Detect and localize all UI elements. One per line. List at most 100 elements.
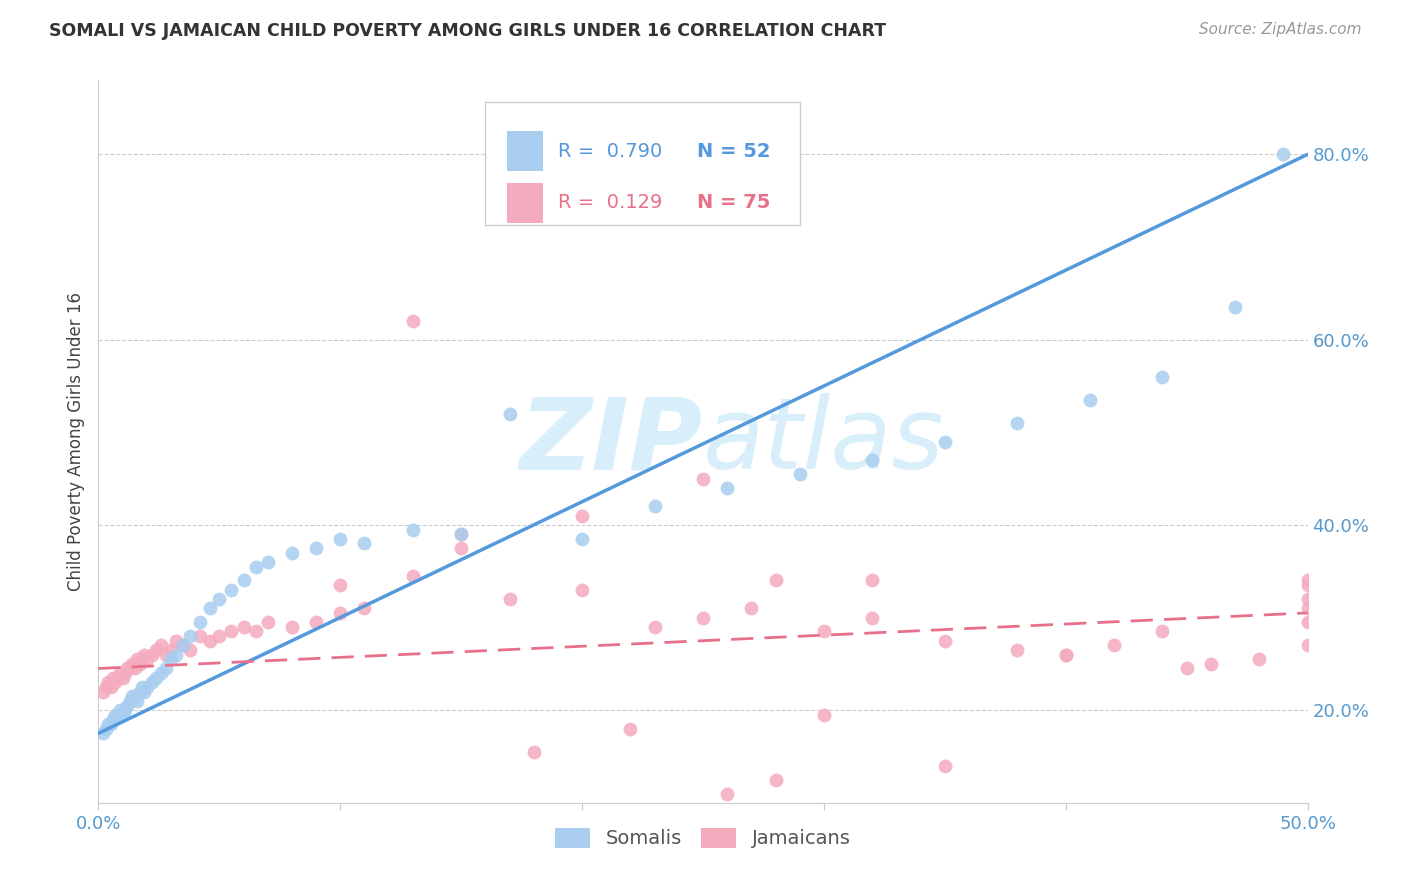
Point bbox=[91, 684, 114, 698]
Point bbox=[1272, 147, 1295, 161]
Point bbox=[111, 671, 134, 685]
Point bbox=[860, 610, 883, 624]
Point bbox=[1199, 657, 1222, 671]
Point bbox=[155, 661, 177, 675]
Point bbox=[1054, 648, 1077, 662]
Point bbox=[571, 508, 593, 523]
Legend: Somalis, Jamaicans: Somalis, Jamaicans bbox=[546, 818, 860, 858]
FancyBboxPatch shape bbox=[485, 102, 800, 225]
Point bbox=[402, 569, 425, 583]
Point bbox=[128, 684, 150, 698]
Point bbox=[1249, 652, 1271, 666]
Point bbox=[813, 707, 835, 722]
Point bbox=[498, 592, 520, 607]
Text: N = 75: N = 75 bbox=[697, 194, 770, 212]
Point bbox=[141, 675, 163, 690]
Bar bbox=[508, 131, 543, 171]
Point bbox=[208, 592, 231, 607]
Point bbox=[165, 633, 187, 648]
Point bbox=[179, 643, 201, 657]
Point bbox=[934, 758, 956, 772]
Point bbox=[1175, 661, 1198, 675]
Point bbox=[131, 680, 153, 694]
Point bbox=[108, 703, 131, 717]
Point bbox=[134, 648, 156, 662]
Point bbox=[402, 314, 425, 328]
Point bbox=[1296, 615, 1319, 630]
Point bbox=[155, 648, 177, 662]
Point bbox=[127, 694, 149, 708]
Point bbox=[813, 624, 835, 639]
Point bbox=[134, 684, 156, 698]
Point bbox=[188, 629, 211, 643]
Point bbox=[101, 671, 124, 685]
Point bbox=[256, 555, 278, 569]
Point bbox=[101, 713, 124, 727]
Text: atlas: atlas bbox=[703, 393, 945, 490]
Point bbox=[141, 648, 163, 662]
Point bbox=[571, 532, 593, 546]
Point bbox=[114, 703, 136, 717]
Text: N = 52: N = 52 bbox=[697, 142, 770, 161]
Point bbox=[114, 666, 136, 681]
Point bbox=[150, 666, 173, 681]
Point bbox=[256, 615, 278, 630]
Point bbox=[107, 671, 129, 685]
Point bbox=[117, 698, 139, 713]
Point bbox=[305, 615, 328, 630]
Text: R =  0.129: R = 0.129 bbox=[558, 194, 662, 212]
Point bbox=[100, 717, 122, 731]
Point bbox=[571, 582, 593, 597]
Point bbox=[221, 624, 243, 639]
Point bbox=[1102, 638, 1125, 652]
Point bbox=[135, 652, 157, 666]
Point bbox=[179, 629, 201, 643]
Point bbox=[789, 467, 811, 481]
Point bbox=[498, 407, 520, 421]
Point bbox=[118, 694, 141, 708]
Text: Source: ZipAtlas.com: Source: ZipAtlas.com bbox=[1198, 22, 1361, 37]
Point bbox=[94, 722, 117, 736]
Point bbox=[245, 624, 267, 639]
Point bbox=[245, 559, 267, 574]
Point bbox=[108, 666, 131, 681]
Text: SOMALI VS JAMAICAN CHILD POVERTY AMONG GIRLS UNDER 16 CORRELATION CHART: SOMALI VS JAMAICAN CHILD POVERTY AMONG G… bbox=[49, 22, 886, 40]
Point bbox=[107, 707, 129, 722]
Point bbox=[1152, 369, 1174, 384]
Point bbox=[117, 661, 139, 675]
Point bbox=[329, 532, 352, 546]
Point bbox=[208, 629, 231, 643]
Point bbox=[281, 620, 304, 634]
Point bbox=[172, 638, 194, 652]
Point bbox=[232, 574, 254, 588]
Point bbox=[124, 661, 146, 675]
Point bbox=[145, 671, 167, 685]
Point bbox=[1223, 300, 1246, 314]
Point bbox=[150, 638, 173, 652]
Bar bbox=[508, 183, 543, 222]
Point bbox=[329, 578, 352, 592]
Point bbox=[128, 657, 150, 671]
Point bbox=[934, 434, 956, 449]
Point bbox=[1054, 648, 1077, 662]
Point bbox=[353, 536, 375, 550]
Point bbox=[1296, 574, 1319, 588]
Point bbox=[94, 680, 117, 694]
Point bbox=[860, 574, 883, 588]
Point bbox=[716, 787, 738, 801]
Point bbox=[1007, 416, 1029, 430]
Point bbox=[934, 633, 956, 648]
Point bbox=[160, 652, 183, 666]
Point bbox=[104, 675, 127, 690]
Point bbox=[188, 615, 211, 630]
Point bbox=[353, 601, 375, 615]
Point bbox=[118, 661, 141, 675]
Point bbox=[131, 652, 153, 666]
Text: R =  0.790: R = 0.790 bbox=[558, 142, 662, 161]
Point bbox=[160, 643, 183, 657]
Point bbox=[91, 726, 114, 740]
Point bbox=[135, 680, 157, 694]
Point bbox=[198, 633, 221, 648]
Point bbox=[860, 453, 883, 467]
Text: ZIP: ZIP bbox=[520, 393, 703, 490]
